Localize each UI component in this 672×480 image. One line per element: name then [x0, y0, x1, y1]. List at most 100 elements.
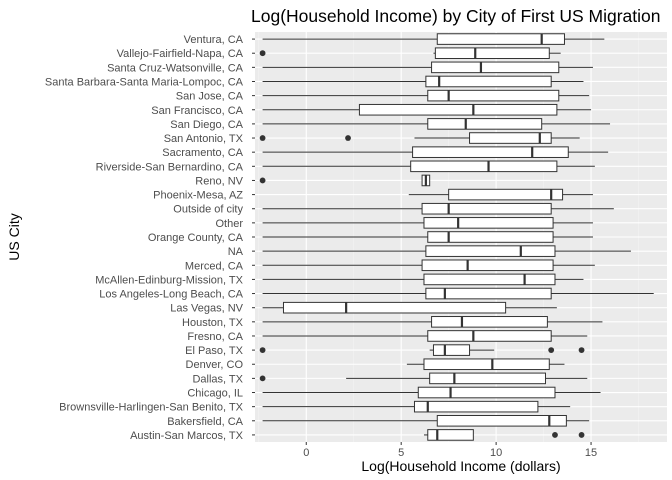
box [423, 358, 550, 371]
box [436, 414, 567, 427]
box-group [262, 330, 588, 342]
y-tick-label: Santa Cruz-Watsonville, CA [107, 62, 244, 74]
box-group [408, 188, 593, 201]
outlier-point [578, 432, 585, 438]
y-axis: Austin-San Marcos, TX Bakersfield, CA Brow… [45, 34, 255, 442]
outlier-point [259, 347, 266, 354]
box-group [259, 372, 588, 385]
box [427, 330, 552, 342]
box-group [262, 61, 593, 74]
y-tick-label: Orange County, CA [148, 232, 244, 244]
y-tick-label: Reno, NV [195, 175, 243, 187]
outlier-point [548, 347, 555, 354]
y-tick-label: Santa Barbara-Santa Maria-Lompoc, CA [45, 76, 244, 88]
box-group [406, 358, 565, 371]
outlier-point [578, 347, 585, 354]
y-tick-label: San Diego, CA [170, 119, 243, 131]
box-group [262, 400, 571, 413]
outlier-point [259, 177, 266, 184]
box [421, 259, 554, 272]
box [412, 146, 569, 158]
box-group [262, 89, 590, 102]
box-group [262, 287, 654, 300]
box [427, 231, 554, 243]
box [427, 118, 543, 130]
box [427, 89, 560, 102]
y-tick-label: Merced, CA [185, 260, 244, 272]
box-group [259, 344, 585, 356]
box [425, 75, 552, 88]
y-tick-label: Ventura, CA [184, 34, 244, 46]
box-group [259, 174, 431, 187]
box-group [262, 245, 631, 257]
box-group [262, 33, 605, 45]
y-tick-label: Outside of city [173, 204, 243, 216]
x-axis-title: Log(Household Income (dollars) [361, 458, 560, 474]
y-tick-label: Las Vegas, NV [170, 303, 243, 315]
box [413, 400, 539, 413]
outlier-point [552, 432, 558, 438]
box-group [262, 414, 590, 427]
box-group [262, 75, 584, 88]
y-tick-label: Denver, CO [186, 359, 244, 371]
y-tick-label: Other [215, 218, 243, 230]
outlier-point [345, 135, 351, 141]
box-group [262, 217, 593, 229]
y-tick-label: Sacramento, CA [162, 147, 243, 159]
chart-title: Log(Household Income) by City of First U… [251, 6, 660, 26]
x-tick-label: 5 [398, 447, 404, 459]
y-tick-label: NA [228, 246, 244, 258]
y-tick-label: Vallejo-Fairfield-Napa, CA [117, 48, 244, 60]
box [434, 47, 550, 60]
box-group [262, 103, 592, 116]
y-tick-label: Bakersfield, CA [167, 416, 243, 428]
outlier-point [259, 375, 266, 382]
box [429, 372, 546, 385]
box-group [262, 316, 603, 328]
box-group [259, 47, 561, 60]
y-tick-label: Dallas, TX [192, 373, 243, 385]
box [427, 429, 474, 441]
y-tick-label: Riverside-San Bernardino, CA [96, 161, 244, 173]
box [410, 160, 558, 173]
box [432, 344, 471, 356]
y-tick-label: El Paso, TX [185, 345, 244, 357]
y-tick-label: San Francisco, CA [151, 105, 243, 117]
outlier-point [259, 135, 266, 141]
box [431, 61, 560, 74]
box-group [262, 301, 557, 314]
y-tick-label: Austin-San Marcos, TX [130, 430, 244, 442]
box-group [262, 231, 593, 243]
x-axis: 0 5 10 15 [303, 442, 597, 459]
y-tick-label: San Antonio, TX [164, 133, 244, 145]
box [436, 33, 565, 45]
box-group [262, 386, 601, 399]
box-group [259, 132, 580, 144]
box [423, 217, 554, 229]
y-tick-label: Houston, TX [182, 317, 244, 329]
box [423, 273, 556, 286]
box-group [262, 160, 595, 173]
box [425, 287, 552, 300]
box [448, 188, 564, 201]
y-tick-label: Chicago, IL [187, 388, 243, 400]
x-tick-label: 10 [490, 447, 502, 459]
y-tick-label: Fresno, CA [187, 331, 243, 343]
box-group [262, 259, 595, 272]
boxplot-series [259, 33, 654, 441]
box [417, 386, 556, 399]
y-tick-label: McAllen-Edinburg-Mission, TX [95, 274, 243, 286]
box-group [423, 429, 585, 441]
box-group [262, 202, 614, 215]
box [421, 202, 552, 215]
x-tick-label: 0 [303, 447, 309, 459]
box [282, 301, 507, 314]
y-tick-label: San Jose, CA [176, 91, 244, 103]
box-group [262, 273, 584, 286]
box [425, 245, 556, 257]
x-tick-label: 15 [585, 447, 597, 459]
outlier-point [259, 50, 266, 57]
y-tick-label: Los Angeles-Long Beach, CA [99, 289, 243, 301]
y-tick-label: Brownsville-Harlingen-San Benito, TX [59, 402, 243, 414]
